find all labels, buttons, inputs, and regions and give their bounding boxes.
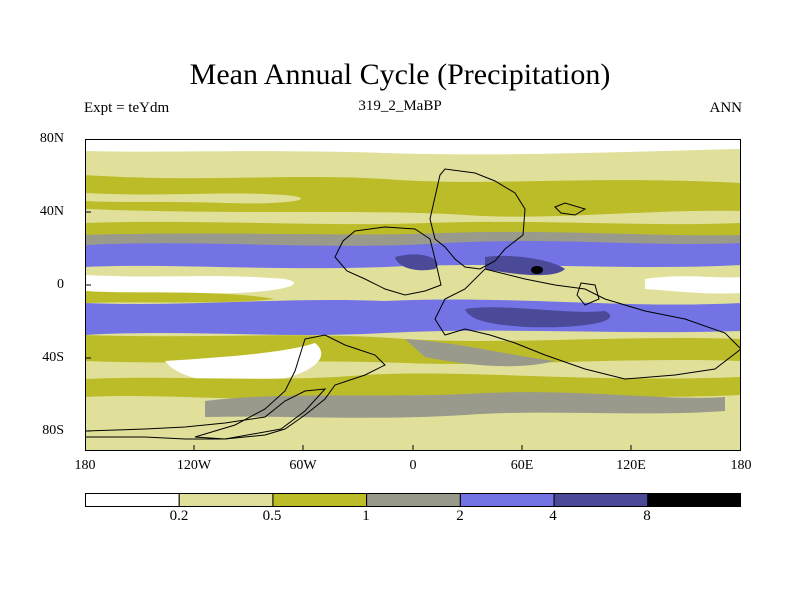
colorbar bbox=[85, 493, 741, 507]
colorbar-swatch bbox=[366, 493, 461, 507]
lat-tick-80s: 80S bbox=[42, 423, 64, 438]
colorbar-label: 0.5 bbox=[262, 508, 282, 524]
axis-ticks bbox=[85, 139, 632, 451]
lon-tick-180e: 180 bbox=[730, 458, 752, 473]
lat-tick-80n: 80N bbox=[39, 131, 64, 146]
lat-tick-40s: 40S bbox=[42, 350, 64, 365]
colorbar-label: 1 bbox=[362, 508, 370, 524]
continent-outlines bbox=[85, 168, 741, 440]
southern-ocean-band bbox=[205, 392, 725, 418]
colorbar-swatch bbox=[459, 493, 555, 507]
colorbar-label: 4 bbox=[549, 508, 557, 524]
colorbar-swatch bbox=[178, 493, 274, 507]
lon-tick-60w: 60W bbox=[289, 458, 317, 473]
lat-tick-40n: 40N bbox=[39, 204, 64, 219]
lon-tick-120e: 120E bbox=[616, 458, 646, 473]
lon-tick-60e: 60E bbox=[510, 458, 534, 473]
arctic-dry-band bbox=[85, 139, 741, 155]
colorbar-label: 8 bbox=[643, 508, 651, 524]
colorbar-swatch bbox=[85, 493, 180, 507]
plot-title: Mean Annual Cycle (Precipitation) bbox=[189, 58, 611, 91]
precipitation-map bbox=[85, 139, 741, 451]
colorbar-swatch bbox=[553, 493, 649, 507]
lon-tick-180w: 180 bbox=[74, 458, 96, 473]
colorbar-swatch bbox=[272, 493, 368, 507]
season-label: ANN bbox=[709, 100, 743, 116]
colorbar-swatch bbox=[647, 493, 741, 507]
lon-tick-0: 0 bbox=[409, 458, 417, 473]
run-label: 319_2_MaBP bbox=[358, 98, 442, 114]
lon-tick-120w: 120W bbox=[176, 458, 212, 473]
colorbar-label: 2 bbox=[456, 508, 464, 524]
lat-tick-0: 0 bbox=[57, 277, 64, 292]
experiment-label: Expt = teYdm bbox=[84, 100, 170, 116]
colorbar-label: 0.2 bbox=[169, 508, 189, 524]
